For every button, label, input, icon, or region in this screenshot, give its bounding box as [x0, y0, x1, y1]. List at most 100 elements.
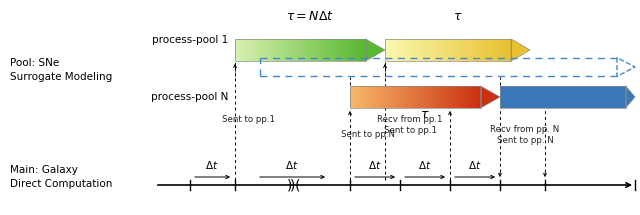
Bar: [475, 39, 476, 61]
Bar: [479, 86, 481, 108]
Bar: [476, 39, 478, 61]
Bar: [244, 39, 246, 61]
Bar: [452, 86, 454, 108]
Bar: [338, 39, 339, 61]
Bar: [506, 39, 508, 61]
Bar: [412, 86, 413, 108]
Bar: [489, 39, 491, 61]
Bar: [277, 39, 279, 61]
Bar: [436, 86, 438, 108]
Bar: [355, 86, 356, 108]
Text: Sent to pp.1: Sent to pp.1: [221, 115, 275, 124]
Bar: [255, 39, 256, 61]
Text: $\Delta t$: $\Delta t$: [468, 159, 482, 171]
Bar: [419, 86, 420, 108]
Bar: [324, 39, 326, 61]
Bar: [330, 39, 332, 61]
Bar: [442, 86, 443, 108]
Bar: [467, 39, 468, 61]
Bar: [387, 86, 389, 108]
Bar: [341, 39, 342, 61]
Bar: [294, 39, 295, 61]
Bar: [381, 86, 383, 108]
Bar: [491, 39, 492, 61]
Bar: [253, 39, 255, 61]
Bar: [282, 39, 284, 61]
Bar: [248, 39, 250, 61]
Bar: [449, 86, 451, 108]
Bar: [303, 39, 305, 61]
Bar: [465, 39, 467, 61]
Bar: [284, 39, 285, 61]
Bar: [357, 39, 359, 61]
Bar: [432, 39, 434, 61]
Bar: [326, 39, 328, 61]
Bar: [396, 39, 397, 61]
Bar: [273, 39, 274, 61]
Bar: [315, 39, 317, 61]
Bar: [488, 39, 489, 61]
Bar: [387, 39, 388, 61]
Bar: [484, 39, 486, 61]
Bar: [305, 39, 307, 61]
Bar: [464, 86, 466, 108]
Bar: [459, 39, 461, 61]
Bar: [318, 39, 320, 61]
Bar: [392, 86, 394, 108]
Bar: [435, 39, 437, 61]
Bar: [438, 39, 440, 61]
Bar: [421, 39, 423, 61]
Text: $\tau$: $\tau$: [453, 10, 463, 23]
Bar: [380, 86, 381, 108]
Bar: [483, 39, 484, 61]
Bar: [378, 86, 380, 108]
Bar: [237, 39, 238, 61]
Bar: [470, 39, 472, 61]
Bar: [451, 86, 452, 108]
Text: $\tau$: $\tau$: [420, 108, 430, 121]
Bar: [354, 39, 356, 61]
Bar: [406, 39, 407, 61]
Bar: [407, 86, 409, 108]
Bar: [386, 86, 387, 108]
Bar: [266, 39, 268, 61]
Bar: [417, 39, 418, 61]
Bar: [349, 39, 351, 61]
Bar: [433, 86, 435, 108]
Bar: [443, 86, 445, 108]
Bar: [469, 86, 470, 108]
Text: process-pool N: process-pool N: [150, 92, 228, 102]
Bar: [486, 39, 488, 61]
Bar: [274, 39, 276, 61]
Bar: [413, 39, 415, 61]
Bar: [344, 39, 346, 61]
Bar: [448, 86, 449, 108]
Bar: [502, 39, 503, 61]
Bar: [425, 86, 427, 108]
Bar: [415, 39, 417, 61]
Bar: [373, 86, 374, 108]
Bar: [407, 39, 409, 61]
Bar: [243, 39, 244, 61]
Bar: [406, 86, 407, 108]
Bar: [451, 39, 453, 61]
Bar: [374, 86, 376, 108]
Bar: [462, 39, 464, 61]
Bar: [269, 39, 271, 61]
Bar: [276, 39, 277, 61]
Bar: [235, 39, 237, 61]
Text: $\Delta t$: $\Delta t$: [419, 159, 432, 171]
Text: Recv from pp.1
Sent to pp.1: Recv from pp.1 Sent to pp.1: [377, 115, 443, 135]
Bar: [336, 39, 338, 61]
Bar: [335, 39, 336, 61]
Bar: [391, 39, 393, 61]
Bar: [476, 86, 477, 108]
Bar: [430, 86, 431, 108]
Bar: [241, 39, 243, 61]
Bar: [413, 86, 415, 108]
Bar: [494, 39, 495, 61]
Bar: [256, 39, 258, 61]
Bar: [454, 39, 456, 61]
Bar: [399, 86, 401, 108]
Bar: [508, 39, 509, 61]
